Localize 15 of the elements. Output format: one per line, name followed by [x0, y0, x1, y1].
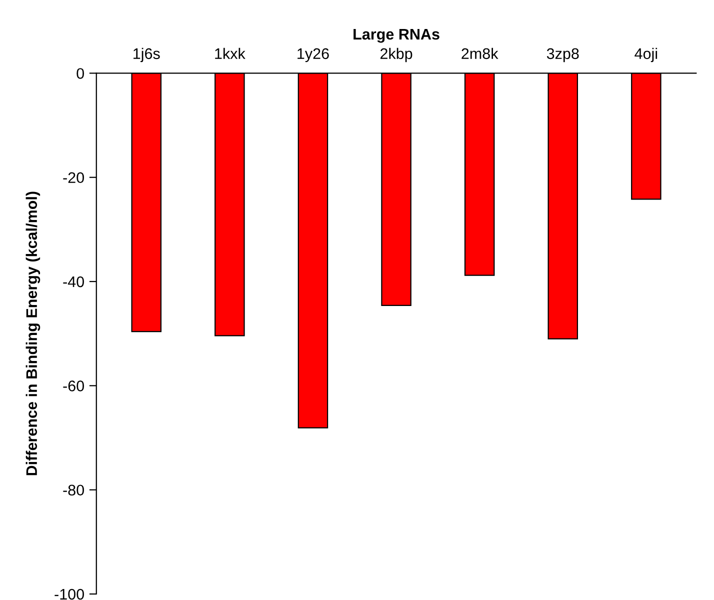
y-tick-label: -20 [63, 172, 84, 184]
x-tick-label: 1y26 [298, 48, 329, 62]
x-tick-label: 2kbp [380, 48, 412, 62]
y-tick-label: -100 [54, 588, 84, 600]
x-tick-label: 2m8k [462, 48, 498, 60]
y-tick-label: 0 [76, 68, 84, 79]
x-tick-label: 1kxk [215, 48, 246, 59]
y-tick-label: -40 [63, 276, 84, 288]
y-tick-label: -80 [63, 484, 84, 496]
x-axis-title: Large RNAs [354, 29, 440, 43]
y-tick-label: -60 [63, 380, 84, 392]
x-tick-label: 3zp8 [546, 48, 579, 62]
y-axis-title: Difference in Binding Energy (kcal/mol) [26, 192, 40, 476]
x-tick-label: 1j6s [134, 48, 160, 62]
x-tick-label: 4oji [634, 48, 658, 62]
